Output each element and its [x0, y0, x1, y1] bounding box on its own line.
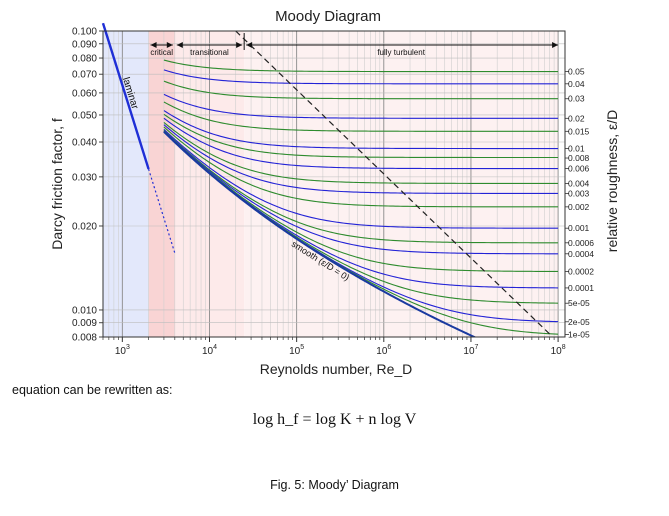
x-tick-label: 104 — [202, 344, 217, 357]
roughness-curves — [163, 59, 559, 337]
roughness-curve — [163, 110, 559, 150]
x-tick-exponent: 8 — [562, 344, 566, 351]
roughness-label: 0.03 — [568, 94, 585, 104]
roughness-curve — [163, 117, 559, 170]
roughness-label: 0.05 — [568, 67, 585, 77]
roughness-label: 0.04 — [568, 79, 585, 89]
roughness-curve — [163, 124, 559, 194]
region-critical — [148, 31, 175, 337]
roughness-curve — [163, 130, 559, 255]
smooth-curve — [163, 131, 477, 337]
x-tick-label: 103 — [115, 344, 130, 357]
roughness-curve — [163, 122, 559, 184]
y-tick-label: 0.008 — [72, 333, 97, 344]
critical-label: critical — [150, 48, 173, 57]
x-tick-label: 108 — [551, 344, 566, 357]
transitional-label: transitional — [190, 48, 229, 57]
x-tick-base: 10 — [463, 346, 475, 357]
equation: log h_f = log K + n log V — [0, 411, 669, 429]
roughness-label: 0.003 — [568, 188, 590, 198]
roughness-curve — [163, 80, 559, 100]
y-tick-label: 0.100 — [72, 27, 97, 38]
x-tick-exponent: 5 — [300, 344, 304, 351]
roughness-curve — [163, 69, 559, 85]
roughness-label: 0.0004 — [568, 249, 594, 259]
equation-text: log h_f = log K + n log V — [252, 411, 417, 428]
chart-axes: 0.008 0.009 0.010 0.020 0.030 0.040 0.050 0.060… — [72, 27, 594, 358]
y-tick-label: 0.050 — [72, 110, 97, 121]
roughness-label: 0.008 — [568, 153, 590, 163]
fully-turbulent-arrow — [246, 42, 559, 48]
chart-series — [101, 22, 559, 337]
y-tick-label: 0.070 — [72, 70, 97, 81]
fully-turbulent-boundary — [235, 30, 551, 335]
y-tick-label: 0.060 — [72, 88, 97, 99]
roughness-label: 0.006 — [568, 164, 590, 174]
y-tick-label: 0.020 — [72, 221, 97, 232]
roughness-label: 5e-05 — [568, 298, 590, 308]
x-tick-base: 10 — [551, 346, 563, 357]
critical-arrow-head-left — [150, 42, 157, 48]
roughness-label: 2e-05 — [568, 317, 590, 327]
x-tick-base: 10 — [202, 346, 214, 357]
roughness-label: 0.004 — [568, 178, 590, 188]
roughness-label: 0.0006 — [568, 238, 594, 248]
roughness-label: 0.0001 — [568, 283, 594, 293]
critical-arrow-head-right — [166, 42, 173, 48]
roughness-curve — [163, 128, 559, 229]
x-tick-exponent: 3 — [126, 344, 130, 351]
x-tick-label: 107 — [463, 344, 478, 357]
x-tick-exponent: 4 — [213, 344, 217, 351]
roughness-curve — [163, 129, 559, 244]
roughness-curve — [163, 130, 559, 273]
x-tick-label: 106 — [376, 344, 391, 357]
y-axis-label: Darcy friction factor, f — [49, 118, 65, 250]
roughness-curve — [163, 93, 559, 119]
x-tick-exponent: 7 — [475, 344, 479, 351]
y-tick-label: 0.090 — [72, 39, 97, 50]
fully-turbulent-label: fully turbulent — [377, 48, 425, 57]
x-tick-base: 10 — [376, 346, 388, 357]
region-fully-turbulent — [244, 31, 559, 337]
plot-frame — [102, 30, 566, 338]
roughness-curve — [163, 113, 559, 159]
region-laminar — [103, 31, 149, 337]
transitional-arrow-head-left — [176, 42, 183, 48]
roughness-label: 0.01 — [568, 144, 585, 154]
figure-caption: Fig. 5: Moody’ Diagram — [270, 478, 399, 492]
x-tick-base: 10 — [289, 346, 301, 357]
laminar-line — [101, 22, 150, 170]
fully-turbulent-arrow-head-right — [552, 42, 559, 48]
x-tick-base: 10 — [115, 346, 127, 357]
critical-arrow — [150, 42, 173, 48]
x-tick-label: 105 — [289, 344, 304, 357]
roughness-label: 0.0002 — [568, 266, 594, 276]
roughness-label: 0.02 — [568, 113, 585, 123]
roughness-curve — [163, 126, 559, 208]
body-paragraph: equation can be rewritten as: — [12, 383, 173, 397]
y-tick-label: 0.080 — [72, 54, 97, 65]
y-tick-label: 0.009 — [72, 318, 97, 329]
roughness-curve — [163, 59, 559, 73]
transitional-arrow — [176, 42, 243, 48]
chart-title: Moody Diagram — [275, 8, 381, 25]
roughness-label: 0.001 — [568, 223, 590, 233]
y-tick-label: 0.030 — [72, 172, 97, 183]
y2-axis-label: relative roughness, ε/D — [604, 110, 620, 252]
laminar-line-extension — [147, 168, 176, 254]
y-tick-label: 0.040 — [72, 138, 97, 149]
transitional-arrow-head-right — [236, 42, 243, 48]
chart-regions — [103, 31, 559, 337]
x-axis-label: Reynolds number, Re_D — [260, 361, 413, 377]
roughness-label: 0.015 — [568, 126, 590, 136]
x-tick-exponent: 6 — [387, 344, 391, 351]
y-tick-label: 0.010 — [72, 305, 97, 316]
roughness-label: 1e-05 — [568, 329, 590, 339]
roughness-curve — [163, 101, 559, 132]
fully-turbulent-arrow-head-left — [246, 42, 253, 48]
roughness-label: 0.002 — [568, 202, 590, 212]
moody-chart: critical transitional fully turbulentlamin… — [49, 8, 620, 377]
